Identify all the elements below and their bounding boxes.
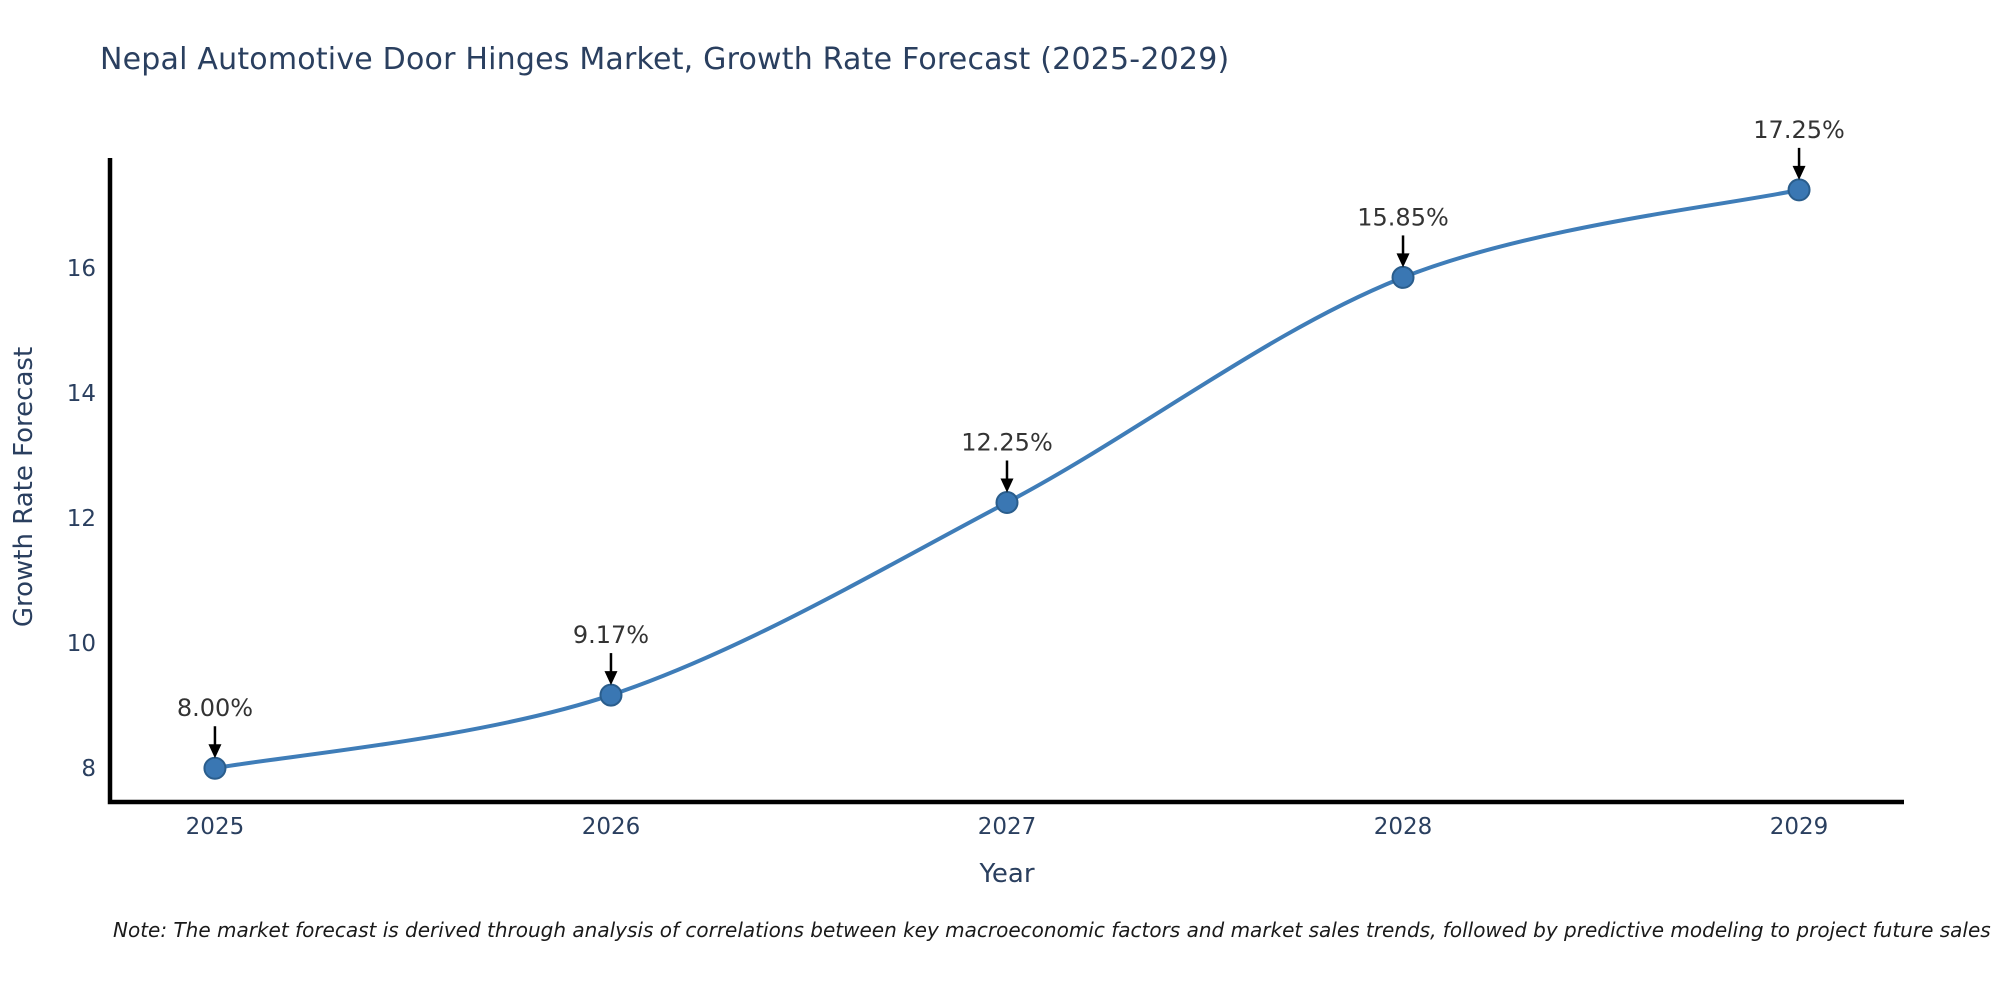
chart-title: Nepal Automotive Door Hinges Market, Gro…	[100, 42, 1230, 77]
annotation-arrowhead	[1792, 165, 1806, 180]
point-value-label: 8.00%	[177, 694, 253, 722]
point-value-label: 17.25%	[1753, 116, 1845, 144]
data-point-marker	[1391, 265, 1415, 289]
data-point-marker	[1787, 178, 1811, 202]
data-point-marker	[995, 491, 1019, 515]
y-axis-title: Growth Rate Forecast	[9, 347, 39, 627]
x-tick-label: 2026	[582, 814, 641, 840]
footnote: Note: The market forecast is derived thr…	[113, 918, 1991, 942]
annotation-layer: 8.00% 9.17% 12.25% 15.85% 17.25%	[177, 116, 1845, 759]
x-tick-label: 2027	[978, 814, 1037, 840]
point-value-label: 9.17%	[573, 621, 649, 649]
tick-layer: 8 10 12 14 16 2025 2026 2027 2028 2029	[67, 256, 1829, 840]
x-tick-label: 2028	[1374, 814, 1433, 840]
y-tick-label: 14	[67, 381, 96, 407]
x-tick-label: 2025	[186, 814, 245, 840]
point-value-label: 15.85%	[1357, 203, 1449, 231]
y-tick-label: 12	[67, 506, 96, 532]
point-value-label: 12.25%	[961, 429, 1053, 457]
point-annotation: 12.25%	[961, 429, 1053, 493]
point-annotation: 8.00%	[177, 694, 253, 759]
point-annotation: 17.25%	[1753, 116, 1845, 180]
data-point-marker	[203, 756, 227, 780]
data-point-marker	[599, 683, 623, 707]
x-tick-label: 2029	[1770, 814, 1829, 840]
y-tick-label: 10	[67, 631, 96, 657]
y-tick-label: 8	[81, 756, 96, 782]
axis-lines	[107, 158, 1904, 805]
annotation-arrowhead	[208, 744, 222, 759]
annotation-arrowhead	[604, 671, 618, 686]
x-axis-title: Year	[978, 859, 1034, 889]
point-annotation: 15.85%	[1357, 203, 1449, 268]
annotation-arrowhead	[1396, 253, 1410, 268]
point-annotation: 9.17%	[573, 621, 649, 686]
y-tick-label: 16	[67, 256, 96, 282]
annotation-arrowhead	[1000, 478, 1014, 493]
